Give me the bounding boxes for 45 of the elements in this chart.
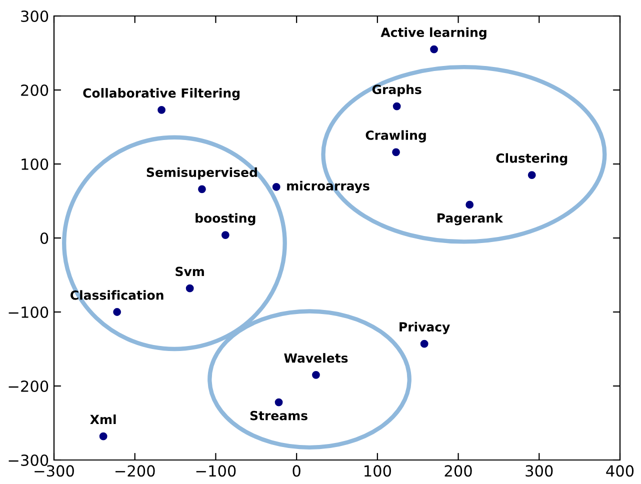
series-label: Collaborative Filtering (83, 88, 240, 100)
point (272, 182, 280, 191)
point (99, 432, 108, 440)
point (158, 106, 166, 114)
series-label: microarrays (287, 180, 370, 194)
y-tick-label: 200 (21, 84, 48, 96)
series-label: Active learning (380, 27, 486, 40)
point (274, 398, 283, 406)
x-tick-label: 200 (444, 465, 472, 477)
series-label: Graphs (372, 84, 422, 97)
point (420, 340, 428, 348)
series-label: Privacy (400, 322, 450, 334)
point (430, 45, 438, 54)
x-tick-label: −200 (115, 465, 155, 477)
series-label: Semisupervised (146, 167, 257, 180)
point (186, 284, 194, 292)
point (528, 171, 536, 180)
y-tick-label: −300 (8, 454, 48, 466)
x-tick-label: 400 (606, 465, 634, 477)
y-tick-label: 0 (40, 232, 48, 244)
series-label: boosting (196, 213, 256, 226)
y-tick-label: 300 (21, 10, 48, 22)
x-tick-label: −300 (34, 465, 74, 477)
x-tick-label: 300 (526, 465, 553, 477)
series-label: Svm (176, 266, 204, 276)
point (113, 308, 122, 316)
point (198, 185, 206, 194)
point (392, 102, 401, 110)
series-label: Clustering (496, 153, 568, 166)
point (312, 370, 320, 379)
series-label: Pagerank (438, 213, 504, 226)
y-tick-label: −100 (8, 306, 48, 318)
x-tick-label: 0 (292, 465, 300, 477)
series-label: Xml (90, 414, 116, 424)
point (221, 231, 230, 239)
series-label: Wavelets (284, 353, 348, 363)
y-tick-label: 100 (22, 158, 48, 170)
x-tick-label: −100 (196, 465, 236, 477)
point (466, 200, 474, 209)
point (392, 148, 400, 156)
x-tick-label: 100 (364, 465, 391, 477)
y-tick-label: −200 (8, 380, 48, 392)
series-label: Classification (70, 290, 164, 300)
series-label: Streams (250, 410, 308, 420)
series-label: Crawling (366, 130, 426, 142)
